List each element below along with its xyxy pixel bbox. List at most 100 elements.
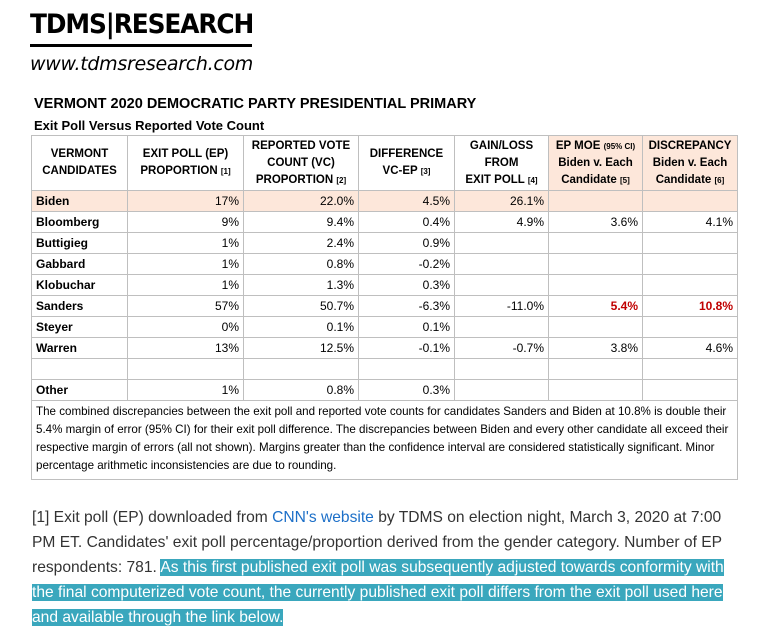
cell-difference — [358, 358, 455, 380]
header-candidates: VERMONT CANDIDATES — [31, 135, 128, 191]
cell-vote-count: 50.7% — [243, 295, 359, 317]
cell-difference: -6.3% — [358, 295, 455, 317]
cell-difference: 4.5% — [358, 190, 455, 212]
cell-ep-moe: 3.6% — [548, 211, 643, 233]
cell-exit-poll: 1% — [127, 274, 244, 296]
header-vote-count: REPORTED VOTE COUNT (VC) PROPORTION [2] — [243, 135, 359, 191]
table-header-row: VERMONT CANDIDATES EXIT POLL (EP) PROPORTI… — [31, 135, 738, 191]
table-row: Bloomberg 9% 9.4% 0.4% 4.9% 3.6% 4.1% — [31, 211, 738, 233]
cell-vote-count: 22.0% — [243, 190, 359, 212]
cell-candidate: Buttigieg — [31, 232, 128, 254]
cell-candidate: Klobuchar — [31, 274, 128, 296]
cell-ep-moe: 5.4% — [548, 295, 643, 317]
cell-vote-count — [243, 358, 359, 380]
cell-candidate: Warren — [31, 337, 128, 359]
cell-difference: 0.3% — [358, 274, 455, 296]
logo-block: TDMS|RESEARCH www.tdmsresearch.com — [30, 8, 256, 75]
cell-discrepancy: 4.1% — [642, 211, 738, 233]
cell-exit-poll: 9% — [127, 211, 244, 233]
cell-vote-count: 12.5% — [243, 337, 359, 359]
cell-gain-loss — [454, 379, 549, 401]
cell-gain-loss — [454, 274, 549, 296]
cell-vote-count: 9.4% — [243, 211, 359, 233]
cell-candidate: Gabbard — [31, 253, 128, 275]
footnote-middle: by TDMS on election night, March 3, 2020… — [32, 509, 722, 576]
cell-ep-moe — [548, 274, 643, 296]
cell-ep-moe: 3.8% — [548, 337, 643, 359]
cell-gain-loss — [454, 253, 549, 275]
cell-ep-moe — [548, 232, 643, 254]
cell-difference: 0.4% — [358, 211, 455, 233]
cell-vote-count: 2.4% — [243, 232, 359, 254]
table-note-row: The combined discrepancies between the e… — [31, 400, 738, 480]
table-row: Biden 17% 22.0% 4.5% 26.1% — [31, 190, 738, 212]
cell-gain-loss: 26.1% — [454, 190, 549, 212]
cell-discrepancy — [642, 358, 738, 380]
header-discrepancy: DISCREPANCY Biden v. Each Candidate [6] — [642, 135, 738, 191]
table-row: Gabbard 1% 0.8% -0.2% — [31, 253, 738, 275]
cell-exit-poll: 57% — [127, 295, 244, 317]
exit-poll-table: VERMONT CANDIDATES EXIT POLL (EP) PROPORTI… — [31, 135, 738, 480]
cell-gain-loss — [454, 232, 549, 254]
table-row-blank — [31, 358, 738, 380]
cell-discrepancy — [642, 253, 738, 275]
table-row: Warren 13% 12.5% -0.1% -0.7% 3.8% 4.6% — [31, 337, 738, 359]
cell-discrepancy — [642, 232, 738, 254]
table-row: Other 1% 0.8% 0.3% — [31, 379, 738, 401]
table-row: Sanders 57% 50.7% -6.3% -11.0% 5.4% 10.8% — [31, 295, 738, 317]
cell-difference: -0.1% — [358, 337, 455, 359]
cell-difference: -0.2% — [358, 253, 455, 275]
cell-exit-poll: 1% — [127, 253, 244, 275]
cell-exit-poll: 1% — [127, 379, 244, 401]
cell-discrepancy — [642, 274, 738, 296]
cell-exit-poll: 17% — [127, 190, 244, 212]
report-subtitle: Exit Poll Versus Reported Vote Count — [34, 118, 265, 133]
cell-exit-poll: 13% — [127, 337, 244, 359]
cell-vote-count: 0.8% — [243, 253, 359, 275]
table-row: Klobuchar 1% 1.3% 0.3% — [31, 274, 738, 296]
cell-ep-moe — [548, 253, 643, 275]
cell-ep-moe — [548, 379, 643, 401]
cell-discrepancy — [642, 316, 738, 338]
cell-difference: 0.9% — [358, 232, 455, 254]
header-difference: DIFFERENCE VC-EP [3] — [358, 135, 455, 191]
cell-gain-loss — [454, 316, 549, 338]
cell-ep-moe — [548, 316, 643, 338]
cell-candidate: Biden — [31, 190, 128, 212]
cnn-website-link[interactable]: CNN's website — [272, 509, 374, 526]
cell-candidate — [31, 358, 128, 380]
cell-vote-count: 0.8% — [243, 379, 359, 401]
table-row: Buttigieg 1% 2.4% 0.9% — [31, 232, 738, 254]
footnote: [1] Exit poll (EP) downloaded from CNN's… — [32, 505, 744, 630]
cell-candidate: Bloomberg — [31, 211, 128, 233]
cell-ep-moe — [548, 358, 643, 380]
header-gain-loss: GAIN/LOSS FROM EXIT POLL [4] — [454, 135, 549, 191]
table-note: The combined discrepancies between the e… — [31, 400, 738, 480]
report-title: VERMONT 2020 DEMOCRATIC PARTY PRESIDENTI… — [34, 96, 477, 112]
site-logo: TDMS|RESEARCH — [30, 9, 254, 40]
cell-candidate: Sanders — [31, 295, 128, 317]
cell-difference: 0.1% — [358, 316, 455, 338]
footnote-prefix: [1] Exit poll (EP) downloaded from — [32, 509, 273, 526]
cell-difference: 0.3% — [358, 379, 455, 401]
logo-underline — [30, 44, 252, 47]
header-exit-poll: EXIT POLL (EP) PROPORTION [1] — [127, 135, 244, 191]
cell-gain-loss: -0.7% — [454, 337, 549, 359]
cell-candidate: Other — [31, 379, 128, 401]
cell-gain-loss: -11.0% — [454, 295, 549, 317]
cell-exit-poll — [127, 358, 244, 380]
cell-discrepancy — [642, 190, 738, 212]
cell-exit-poll: 0% — [127, 316, 244, 338]
cell-discrepancy: 10.8% — [642, 295, 738, 317]
cell-vote-count: 1.3% — [243, 274, 359, 296]
cell-exit-poll: 1% — [127, 232, 244, 254]
cell-ep-moe — [548, 190, 643, 212]
cell-discrepancy: 4.6% — [642, 337, 738, 359]
cell-gain-loss: 4.9% — [454, 211, 549, 233]
cell-vote-count: 0.1% — [243, 316, 359, 338]
header-ep-moe: EP MOE (95% CI) Biden v. Each Candidate [5… — [548, 135, 643, 191]
cell-gain-loss — [454, 358, 549, 380]
table-row: Steyer 0% 0.1% 0.1% — [31, 316, 738, 338]
cell-candidate: Steyer — [31, 316, 128, 338]
site-url: www.tdmsresearch.com — [30, 53, 254, 75]
